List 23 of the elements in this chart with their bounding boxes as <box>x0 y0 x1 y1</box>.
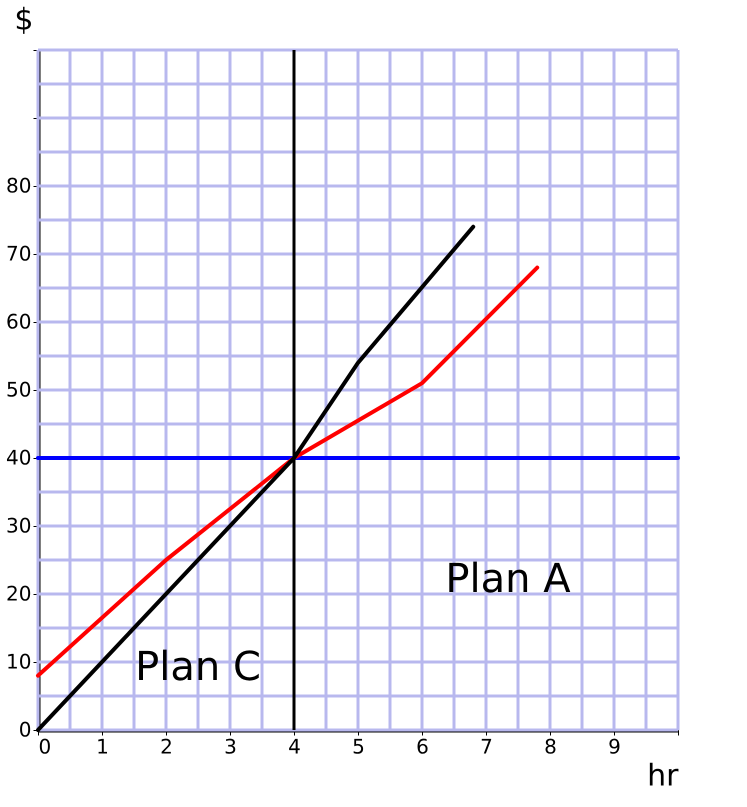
x-tick-label: 7 <box>480 734 493 758</box>
x-tick-label: 1 <box>96 734 109 758</box>
y-axis-title: $ <box>14 2 34 38</box>
x-tick-label: 4 <box>288 734 301 758</box>
y-tick-label: 50 <box>6 378 32 402</box>
y-tick-label: 40 <box>6 446 32 470</box>
y-tick-label: 80 <box>6 174 32 198</box>
x-axis-title: hr <box>647 758 680 794</box>
annotation: Plan A <box>445 556 572 602</box>
x-tick-label: 6 <box>416 734 429 758</box>
x-tick-label: 0 <box>38 734 52 758</box>
x-tick-label: 2 <box>160 734 173 758</box>
y-tick-label: 60 <box>6 310 32 334</box>
x-tick-label: 3 <box>224 734 237 758</box>
y-tick-label: 0 <box>18 718 32 742</box>
x-tick-label: 9 <box>608 734 621 758</box>
y-tick-label: 30 <box>6 514 32 538</box>
x-tick-label: 8 <box>544 734 557 758</box>
y-tick-label: 70 <box>6 242 32 266</box>
y-tick-label: 10 <box>6 650 32 674</box>
y-tick-label: 20 <box>6 582 32 606</box>
x-tick-label: 5 <box>352 734 365 758</box>
annotation: Plan C <box>135 644 261 690</box>
